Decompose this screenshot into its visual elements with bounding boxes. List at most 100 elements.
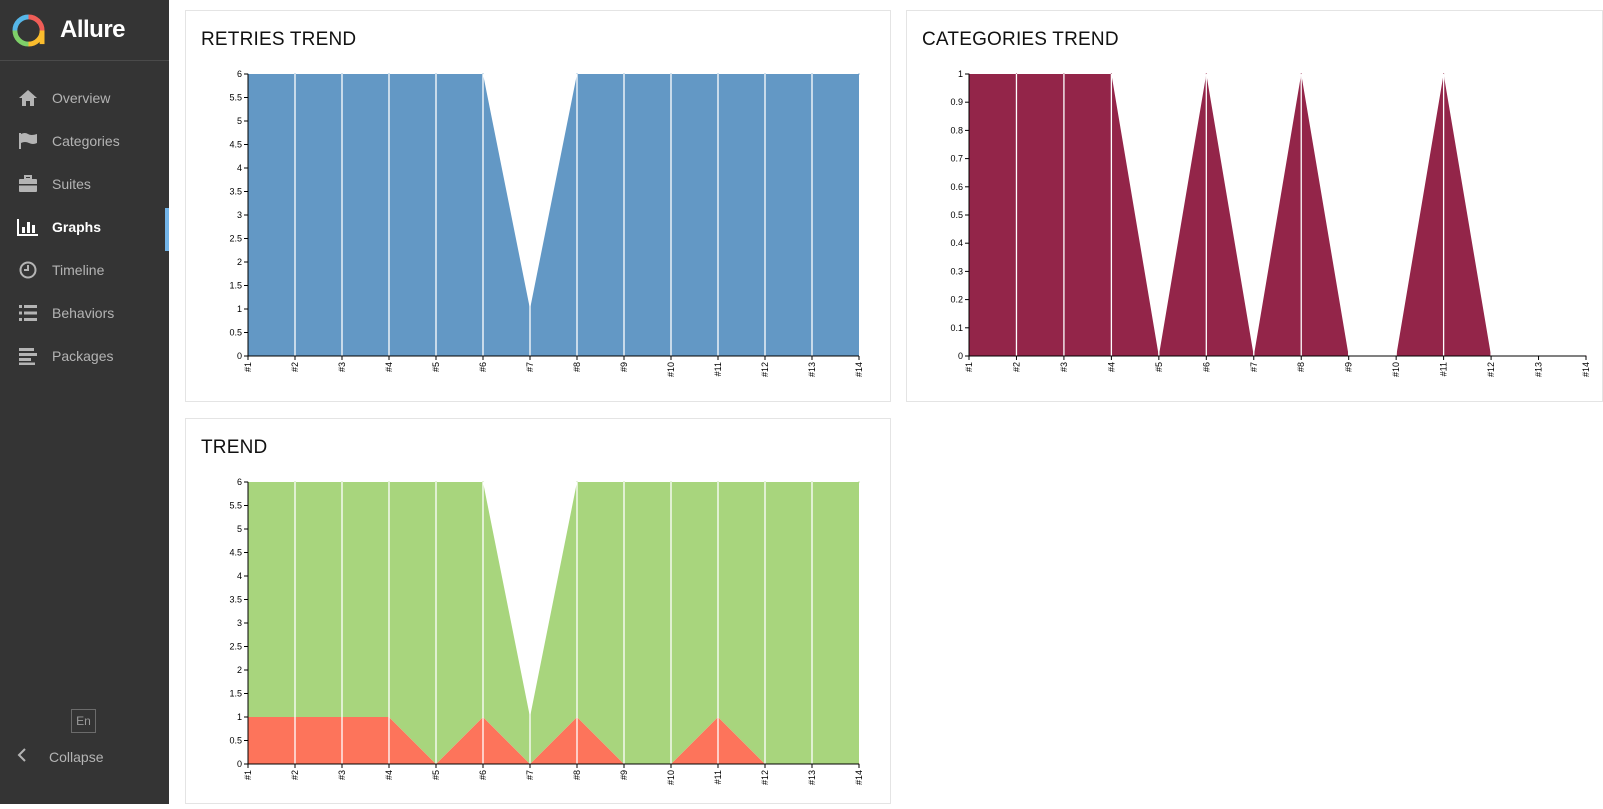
x-tick-label: #9 [619,770,629,780]
x-tick-label: #1 [243,362,253,372]
y-tick-label: 0 [237,351,242,361]
sidebar-item-label: Categories [52,132,120,149]
sidebar-item-timeline[interactable]: Timeline [0,248,169,291]
widget-title: TREND [201,437,268,458]
x-tick-label: #7 [525,362,535,372]
sidebar-item-packages[interactable]: Packages [0,334,169,377]
x-tick-label: #7 [525,770,535,780]
y-tick-label: 4.5 [229,548,242,558]
y-tick-label: 2 [237,257,242,267]
chevron-left-icon [17,748,27,765]
x-tick-label: #14 [1581,362,1591,377]
x-tick-label: #4 [1106,362,1116,372]
y-tick-label: 0.7 [950,154,963,164]
area-series-2 [248,482,859,764]
y-tick-label: 2 [237,665,242,675]
x-tick-label: #13 [1534,362,1544,377]
x-tick-label: #5 [1154,362,1164,372]
y-tick-label: 6 [237,69,242,79]
x-tick-label: #14 [854,770,864,785]
area-series-1 [248,74,859,356]
sidebar-item-categories[interactable]: Categories [0,119,169,162]
y-tick-label: 3.5 [229,595,242,605]
y-tick-label: 5 [237,116,242,126]
y-tick-label: 0 [237,759,242,769]
align-left-icon [17,346,39,366]
retries-trend-widget: RETRIES TREND 0 0.5 1 1.5 2 2.5 3 3.5 4 4.5 5 5.5 6 #… [185,10,891,402]
sidebar-item-graphs[interactable]: Graphs [0,205,169,251]
y-tick-label: 0.9 [950,97,963,107]
sidebar-item-label: Suites [52,175,91,192]
y-tick-label: 1 [237,712,242,722]
x-tick-label: #3 [337,770,347,780]
x-tick-label: #12 [1486,362,1496,377]
x-tick-label: #10 [1391,362,1401,377]
sidebar-item-label: Timeline [52,261,105,278]
data-point [858,73,860,75]
y-tick-label: 0.6 [950,182,963,192]
sidebar-item-behaviors[interactable]: Behaviors [0,291,169,334]
x-tick-label: #6 [1201,362,1211,372]
x-tick-label: #11 [713,362,723,376]
sidebar: Allure Overview Categories Suites Graphs [0,0,169,804]
sidebar-nav: Overview Categories Suites Graphs Timeli… [0,76,169,377]
app-name: Allure [60,16,126,43]
x-tick-label: #5 [431,362,441,372]
briefcase-icon [17,174,39,194]
y-tick-label: 0.1 [950,323,963,333]
y-tick-label: 1 [958,69,963,79]
x-tick-label: #12 [760,770,770,785]
brand[interactable]: Allure [0,0,169,61]
y-tick-label: 2.5 [229,642,242,652]
x-tick-label: #11 [1439,362,1449,376]
sidebar-item-overview[interactable]: Overview [0,76,169,119]
x-tick-label: #6 [478,770,488,780]
x-tick-label: #4 [384,770,394,780]
collapse-button[interactable]: Collapse [17,748,103,765]
x-tick-label: #8 [572,362,582,372]
sidebar-item-label: Packages [52,347,114,364]
y-tick-label: 0.2 [950,295,963,305]
x-tick-label: #7 [1249,362,1259,372]
flag-icon [17,131,39,151]
collapse-label: Collapse [49,748,104,765]
categories-trend-chart: 0 0.1 0.2 0.3 0.4 0.5 0.6 0.7 0.8 0.9 1 #1 #2 #3 #4 #5 #… [950,69,1591,377]
y-tick-label: 4.5 [229,140,242,150]
x-tick-label: #14 [854,362,864,377]
data-point [858,481,860,483]
y-tick-label: 5 [237,524,242,534]
y-tick-label: 4 [237,571,242,581]
x-tick-label: #1 [243,770,253,780]
y-tick-label: 1.5 [229,689,242,699]
y-tick-label: 1 [237,304,242,314]
y-tick-label: 6 [237,477,242,487]
y-tick-label: 0.3 [950,266,963,276]
x-tick-label: #10 [666,770,676,785]
categories-trend-widget: CATEGORIES TREND 0 0.1 0.2 0.3 0.4 0.5 0.6 0.7 0… [906,10,1603,402]
x-tick-label: #8 [572,770,582,780]
y-tick-label: 0.5 [229,736,242,746]
y-tick-label: 3 [237,618,242,628]
y-tick-label: 3.5 [229,187,242,197]
x-tick-label: #2 [290,362,300,372]
x-tick-label: #11 [713,770,723,784]
sidebar-item-label: Graphs [52,218,102,235]
y-tick-label: 0.5 [950,210,963,220]
x-tick-label: #6 [478,362,488,372]
x-tick-label: #12 [760,362,770,377]
y-tick-label: 3 [237,210,242,220]
y-tick-label: 0.4 [950,238,963,248]
language-selector[interactable]: En [71,709,96,733]
x-tick-label: #9 [619,362,629,372]
y-tick-label: 4 [237,163,242,173]
sidebar-item-label: Behaviors [52,304,115,321]
y-tick-label: 0 [958,351,963,361]
allure-logo-icon [12,13,45,47]
x-tick-label: #2 [1011,362,1021,372]
clock-icon [17,260,39,280]
sidebar-item-suites[interactable]: Suites [0,162,169,205]
y-tick-label: 5.5 [229,93,242,103]
x-tick-label: #13 [807,362,817,377]
x-tick-label: #10 [666,362,676,377]
x-tick-label: #3 [1059,362,1069,372]
